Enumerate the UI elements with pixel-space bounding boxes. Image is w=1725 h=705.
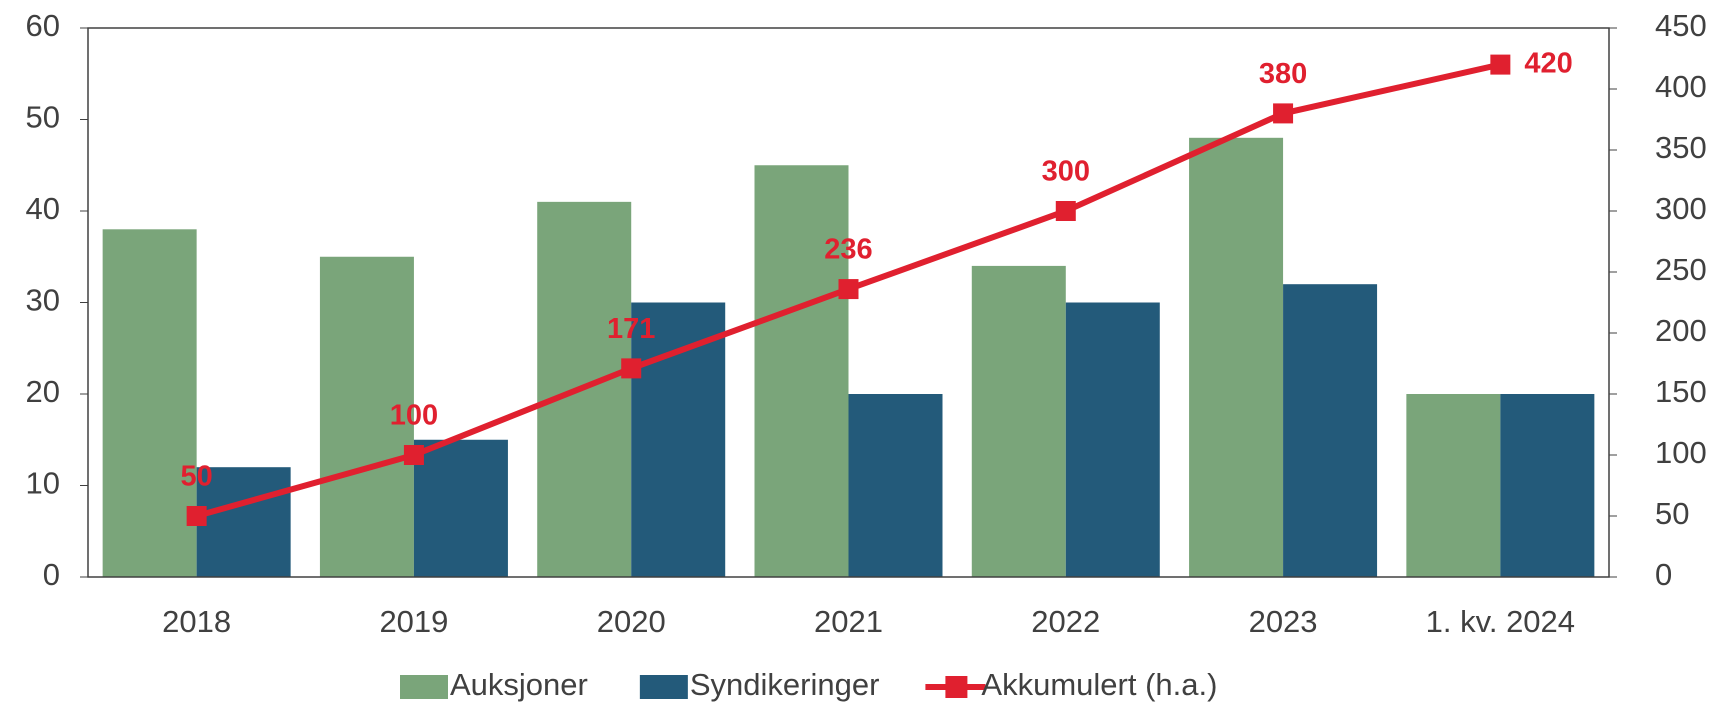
bar xyxy=(971,265,1066,577)
marker xyxy=(1055,201,1076,221)
y2-tick-label: 300 xyxy=(1655,191,1707,226)
data-label: 236 xyxy=(824,234,872,266)
bar xyxy=(102,229,197,578)
data-label: 420 xyxy=(1524,47,1572,79)
x-tick-label: 2020 xyxy=(597,604,666,639)
y2-tick-label: 350 xyxy=(1655,130,1707,165)
marker xyxy=(838,279,859,300)
plot-frame xyxy=(87,27,1610,578)
marker xyxy=(1490,54,1511,75)
marker xyxy=(1273,103,1294,124)
bar xyxy=(848,394,943,577)
data-label: 50 xyxy=(181,461,213,493)
y2-tick-label: 0 xyxy=(1655,557,1672,592)
bar xyxy=(1065,302,1160,577)
bar xyxy=(1189,137,1284,578)
bar xyxy=(413,439,508,577)
bar xyxy=(1283,284,1378,577)
y-tick-label: 20 xyxy=(26,374,60,409)
marker xyxy=(403,445,424,465)
x-tick-label: 2022 xyxy=(1031,604,1100,639)
bar xyxy=(196,467,291,577)
bar xyxy=(319,256,414,577)
legend-swatch xyxy=(639,675,688,699)
x-tick-label: 2019 xyxy=(379,604,448,639)
legend-swatch xyxy=(400,675,448,699)
y-tick-label: 30 xyxy=(26,283,60,318)
y-tick-label: 50 xyxy=(26,100,60,135)
y-tick-label: 0 xyxy=(43,557,60,592)
y2-tick-label: 50 xyxy=(1655,496,1689,531)
data-label: 171 xyxy=(607,313,655,345)
bar xyxy=(754,165,849,577)
x-tick-label: 2018 xyxy=(162,604,231,639)
x-tick-label: 2021 xyxy=(814,604,883,639)
marker xyxy=(621,358,642,379)
legend-swatch xyxy=(945,676,968,698)
y2-tick-label: 450 xyxy=(1655,8,1707,43)
y2-tick-label: 400 xyxy=(1655,69,1707,104)
x-tick-label: 1. kv. 2024 xyxy=(1426,604,1575,639)
bar xyxy=(1500,394,1595,577)
y-tick-label: 10 xyxy=(26,466,60,501)
y2-tick-label: 100 xyxy=(1655,435,1707,470)
y2-tick-label: 150 xyxy=(1655,374,1707,409)
y2-tick-label: 200 xyxy=(1655,313,1707,348)
legend-label: Syndikeringer xyxy=(690,667,880,702)
data-label: 380 xyxy=(1259,58,1307,90)
data-label: 300 xyxy=(1042,156,1090,188)
y-tick-label: 40 xyxy=(26,191,60,226)
legend-label: Akkumulert (h.a.) xyxy=(981,667,1217,702)
bar xyxy=(1406,394,1501,577)
legend-label: Auksjoner xyxy=(450,667,588,702)
y2-tick-label: 250 xyxy=(1655,252,1707,287)
data-label: 100 xyxy=(390,400,438,432)
y-tick-label: 60 xyxy=(26,8,60,43)
x-tick-label: 2023 xyxy=(1249,604,1318,639)
marker xyxy=(186,506,207,526)
